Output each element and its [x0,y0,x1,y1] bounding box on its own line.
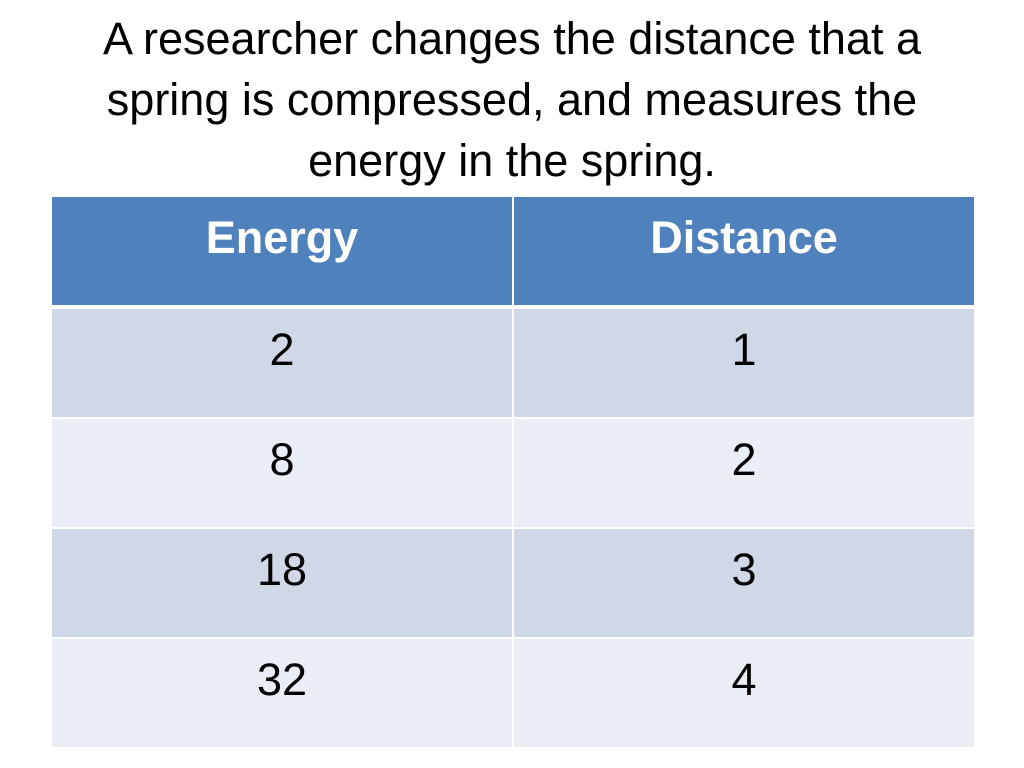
cell-distance: 3 [513,528,974,639]
slide-title-line-1: A researcher changes the distance that a [102,13,922,64]
cell-energy: 18 [52,528,514,639]
cell-energy: 32 [52,638,514,749]
cell-distance: 2 [513,418,974,529]
table-header-row: Energy Distance [52,197,974,309]
table-row: 32 4 [52,638,974,749]
header-distance: Distance [513,197,974,309]
cell-distance: 1 [513,307,974,419]
table-row: 2 1 [52,307,974,419]
cell-energy: 2 [52,307,514,419]
data-table: Energy Distance 2 1 8 2 18 3 32 4 [52,197,974,749]
slide-title-line-2: spring is compressed, and measures the [106,74,918,125]
table-row: 18 3 [52,528,974,639]
cell-energy: 8 [52,418,514,529]
slide-title-line-3: energy in the spring. [308,135,716,186]
header-energy: Energy [52,197,514,309]
cell-distance: 4 [513,638,974,749]
slide-title: A researcher changes the distance that a… [40,8,984,191]
table-row: 8 2 [52,418,974,529]
